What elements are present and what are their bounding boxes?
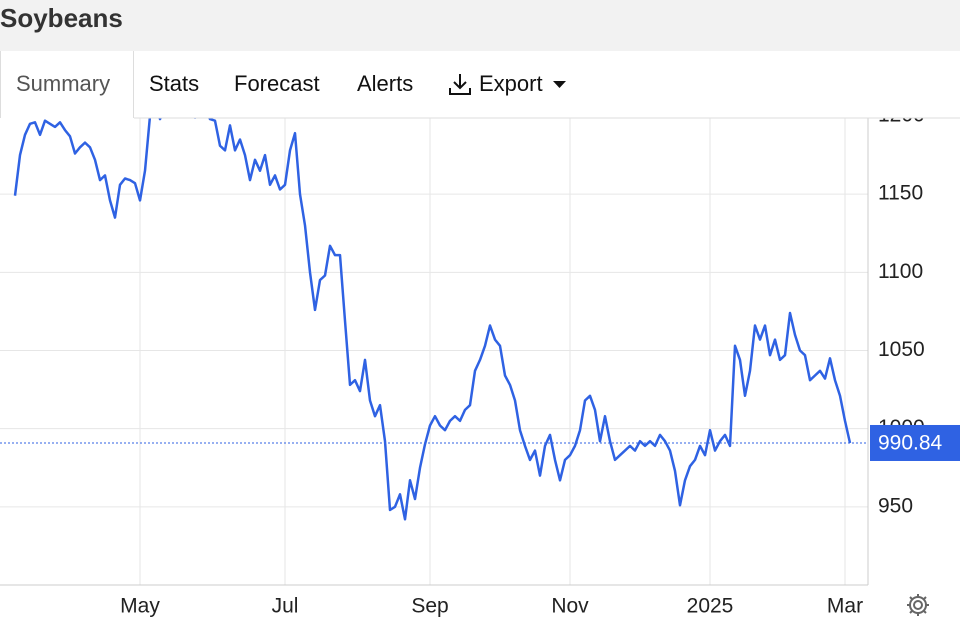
x-tick-label: Sep <box>411 595 448 618</box>
last-price-badge <box>870 424 960 461</box>
last-price-label: 990.84 <box>878 432 943 455</box>
x-tick-label: Mar <box>827 595 863 618</box>
export-icon <box>449 74 471 95</box>
y-tick-label: 950 <box>878 494 913 517</box>
page-title: Soybeans <box>0 3 123 33</box>
y-tick-label: 1150 <box>878 182 923 205</box>
header-bar <box>0 0 960 51</box>
x-tick-label: 2025 <box>687 595 734 618</box>
dropdown-caret <box>553 81 566 88</box>
tab[interactable]: Summary <box>16 71 110 96</box>
tab[interactable]: Stats <box>149 71 199 96</box>
tab[interactable]: Alerts <box>357 71 413 96</box>
x-tick-label: May <box>120 595 160 618</box>
y-tick-label: 1100 <box>878 260 923 283</box>
x-tick-label: Jul <box>272 595 299 618</box>
tab[interactable]: Forecast <box>234 71 320 96</box>
tab-bar <box>0 51 960 118</box>
chart: 95010001050110011501200MayJulSepNov2025M… <box>0 46 960 618</box>
x-tick-label: Nov <box>551 595 589 618</box>
y-tick-label: 1050 <box>878 338 925 361</box>
settings-icon[interactable] <box>907 594 929 616</box>
tab[interactable]: Export <box>479 71 543 96</box>
